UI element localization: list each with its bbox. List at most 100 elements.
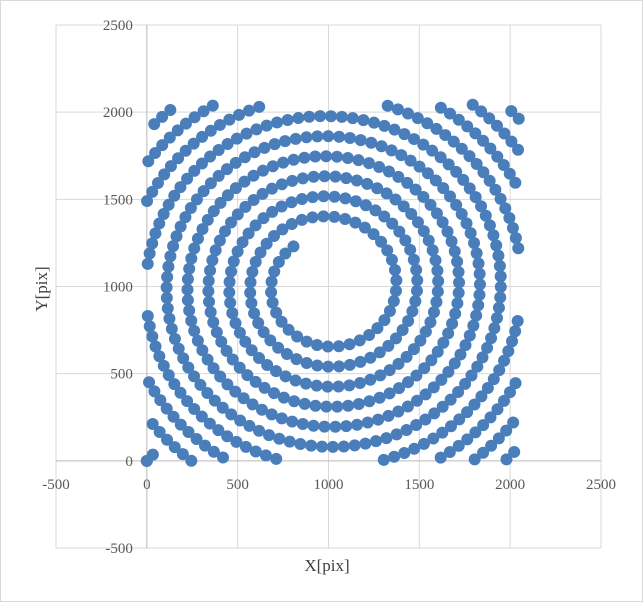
data-point	[268, 265, 281, 278]
data-point	[204, 150, 217, 163]
data-point	[431, 285, 444, 298]
data-point	[373, 346, 386, 359]
data-point	[425, 354, 438, 367]
data-point	[358, 221, 371, 234]
data-point	[229, 385, 242, 398]
data-point	[207, 316, 220, 329]
data-point	[409, 183, 422, 196]
data-point	[378, 119, 391, 132]
data-point	[294, 437, 307, 450]
data-point	[468, 398, 481, 411]
data-point	[254, 246, 267, 259]
data-point	[450, 165, 463, 178]
data-point	[372, 413, 385, 426]
data-point	[449, 307, 462, 320]
data-point	[275, 315, 288, 328]
data-point	[418, 362, 431, 375]
data-point	[317, 190, 330, 203]
data-point	[290, 353, 303, 366]
data-point	[507, 416, 520, 429]
data-point	[167, 240, 180, 253]
data-point	[497, 394, 510, 407]
data-point	[168, 441, 181, 454]
data-point	[393, 225, 406, 238]
data-point	[373, 160, 386, 173]
data-point	[429, 174, 442, 187]
data-point	[168, 332, 181, 345]
data-point	[446, 317, 459, 330]
data-point	[220, 344, 233, 357]
data-point	[275, 200, 288, 213]
data-point	[207, 445, 220, 458]
data-point	[461, 406, 474, 419]
data-point	[442, 365, 455, 378]
data-point	[430, 295, 443, 308]
data-point	[190, 193, 203, 206]
data-point	[340, 420, 353, 433]
data-point	[398, 128, 411, 141]
data-point	[227, 255, 240, 268]
data-point	[162, 260, 175, 273]
data-point	[188, 242, 201, 255]
data-point	[196, 344, 209, 357]
data-point	[163, 131, 176, 144]
data-point	[176, 448, 189, 461]
data-point	[321, 380, 334, 393]
data-point	[234, 414, 247, 427]
data-point	[419, 413, 432, 426]
data-point	[411, 216, 424, 229]
data-point	[475, 390, 488, 403]
data-point	[259, 449, 272, 462]
data-point	[296, 172, 309, 185]
data-point	[148, 385, 161, 398]
data-point	[265, 275, 278, 288]
data-point	[252, 317, 265, 330]
data-point	[160, 291, 173, 304]
data-point	[498, 127, 511, 140]
data-point	[263, 429, 276, 442]
data-point	[199, 439, 212, 452]
data-point	[451, 297, 464, 310]
data-point	[470, 158, 483, 171]
data-point	[143, 247, 156, 260]
data-point	[220, 163, 233, 176]
data-point	[437, 336, 450, 349]
data-point	[268, 230, 281, 243]
data-point	[298, 151, 311, 164]
data-point	[156, 139, 169, 152]
data-point	[381, 244, 394, 257]
data-point	[231, 208, 244, 221]
data-point	[468, 453, 481, 466]
data-point	[239, 200, 252, 213]
data-point	[417, 225, 430, 238]
data-point	[181, 273, 194, 286]
data-point	[349, 195, 362, 208]
data-point	[484, 411, 497, 424]
data-point	[307, 419, 320, 432]
data-point	[318, 420, 331, 433]
data-point	[430, 207, 443, 220]
data-point	[470, 309, 483, 322]
data-point	[212, 144, 225, 157]
data-point	[164, 160, 177, 173]
data-point	[413, 160, 426, 173]
data-point	[485, 439, 498, 452]
data-point	[185, 454, 198, 467]
data-point	[172, 152, 185, 165]
data-point	[226, 353, 239, 366]
data-point	[322, 130, 335, 143]
data-point	[410, 284, 423, 297]
data-point	[245, 344, 258, 357]
y-tick-label: -500	[105, 541, 133, 557]
data-point	[363, 329, 376, 342]
data-point	[253, 424, 266, 437]
data-point	[419, 388, 432, 401]
data-point	[431, 345, 444, 358]
data-point	[320, 400, 333, 413]
data-point	[223, 286, 236, 299]
y-axis-title: Y[pix]	[32, 266, 51, 311]
data-point	[154, 394, 167, 407]
data-point	[506, 221, 519, 234]
data-point	[146, 418, 159, 431]
